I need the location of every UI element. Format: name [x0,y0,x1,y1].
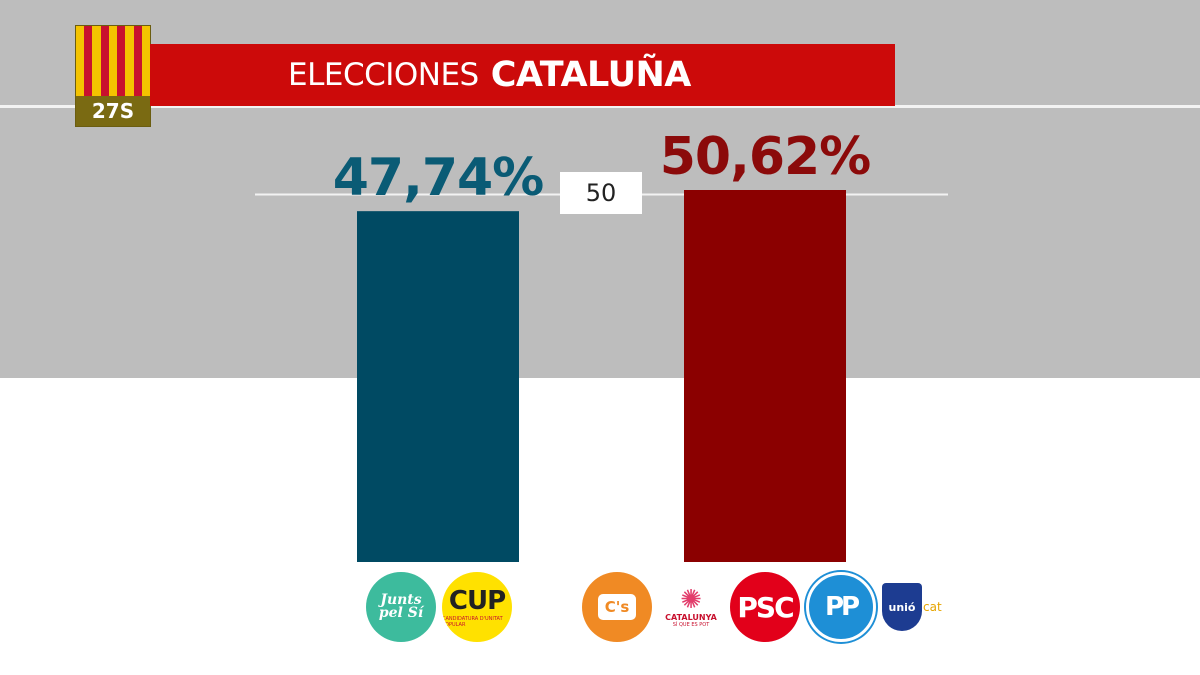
bar-1 [684,190,846,562]
title-bold: CATALUÑA [490,55,692,95]
cup-subtext: CANDIDATURA D'UNITAT POPULAR [442,616,503,628]
unio-subtext: cat [923,600,942,614]
cup-logo: CUP CANDIDATURA D'UNITAT POPULAR [442,572,512,642]
unio-logo: unió cat [882,582,954,632]
catalunya-si-que-es-pot-logo: ✺ CATALUNYA SÍ QUE ES POT [658,572,724,642]
logos-left-bloc: Junts pel Sí CUP CANDIDATURA D'UNITAT PO… [366,572,512,642]
csqp-text: CATALUNYA [665,612,717,622]
ciudadanos-logo: C's [582,572,652,642]
junts-pel-si-text: Junts pel Sí [378,592,424,621]
catalan-flag-badge: 27S [75,25,151,127]
header-rule [0,105,1200,108]
bar-0 [357,211,519,562]
psc-text: PSC [737,590,794,624]
senyera-icon [76,26,150,96]
pp-text: PP [824,592,860,622]
cup-text: CUP [448,586,506,616]
ciudadanos-text: C's [597,594,637,620]
unio-shield-icon: unió [882,583,922,631]
bar-value-label-0: 47,74% [333,148,544,208]
title-light: ELECCIONES [288,57,479,93]
csqp-subtext: SÍ QUE ES POT [672,621,710,628]
threshold-label: 50 [560,172,642,214]
title-banner: ELECCIONES CATALUÑA [150,44,895,106]
star-icon: ✺ [680,584,702,615]
bar-value-label-1: 50,62% [660,127,871,187]
logos-right-bloc: C's ✺ CATALUNYA SÍ QUE ES POT PSC PP uni… [582,572,954,642]
psc-logo: PSC [730,572,800,642]
unio-text: unió [888,600,916,614]
junts-pel-si-logo: Junts pel Sí [366,572,436,642]
pp-logo: PP [806,572,876,642]
badge-label: 27S [76,96,150,126]
